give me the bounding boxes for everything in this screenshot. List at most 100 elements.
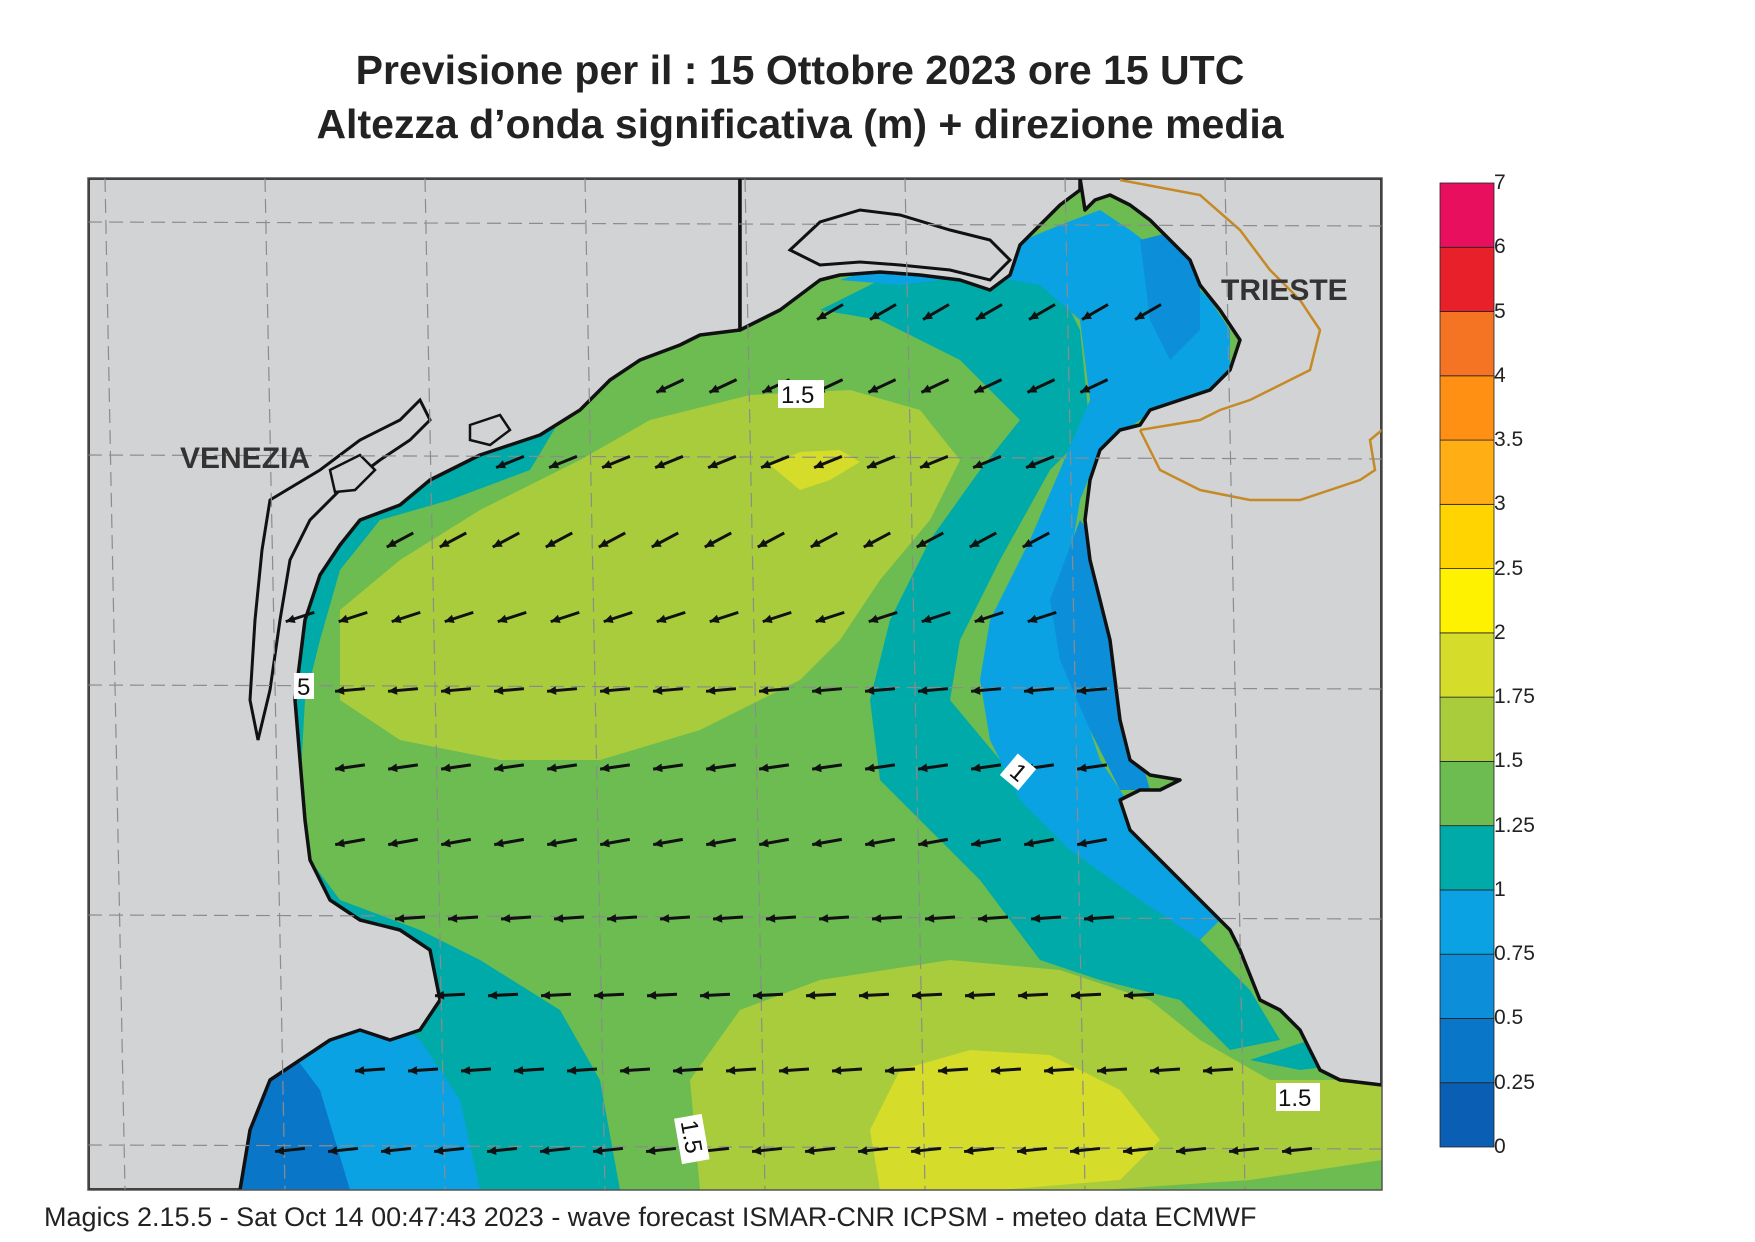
wave-arrow (973, 378, 1003, 394)
wave-arrow (1083, 914, 1115, 923)
wave-arrow (917, 763, 949, 773)
wave-arrow (712, 914, 744, 923)
state-border-2 (1138, 429, 1382, 502)
wave-arrow (553, 914, 585, 923)
wave-arrow (818, 914, 850, 923)
land-west (88, 178, 742, 1190)
wave-arrow (810, 531, 838, 549)
wave-arrow (868, 610, 898, 624)
wave-arrow (813, 454, 843, 470)
wave-arrow (1149, 1066, 1181, 1075)
wave-arrow (493, 686, 525, 695)
svg-text:1.5: 1.5 (675, 1118, 707, 1156)
wave-arrow (977, 914, 1009, 923)
wave-arrow (864, 763, 896, 773)
wave-band-1.75-2 (770, 450, 860, 490)
wave-arrow (598, 531, 626, 549)
wave-arrow (924, 914, 956, 923)
wave-arrow (493, 837, 525, 848)
wave-arrow (1069, 1146, 1101, 1155)
wave-arrow (858, 990, 890, 1000)
wave-arrow (391, 610, 421, 624)
wave-arrow (708, 378, 738, 394)
wave-arrow (751, 1146, 783, 1155)
wave-arrow (495, 454, 525, 470)
wave-arrow (811, 837, 843, 848)
wave-arrow (659, 914, 691, 923)
wave-arrow (864, 837, 896, 848)
wave-arrow (654, 454, 684, 470)
grado-lagoon (787, 208, 1013, 282)
wave-arrow (433, 1146, 465, 1155)
wave-arrow (440, 837, 472, 848)
wave-arrow (1281, 1146, 1313, 1155)
wave-arrow (916, 531, 944, 549)
grid-meridian (744, 178, 766, 1190)
wave-band-0.5-0.75-ne (1140, 230, 1200, 360)
contour-label-5-west: 5 (294, 673, 314, 701)
colorbar-swatch (1439, 439, 1495, 505)
wave-arrow (863, 531, 891, 549)
wave-arrow (709, 610, 739, 624)
colorbar-swatch (1439, 568, 1495, 634)
wave-arrow (762, 610, 792, 624)
wave-arrow (1026, 378, 1056, 394)
wave-arrow (447, 914, 479, 923)
wave-arrow (1096, 1066, 1128, 1075)
wave-arrow (707, 454, 737, 470)
wave-arrow (867, 378, 897, 394)
wave-arrow (1202, 1066, 1234, 1075)
wave-arrow (354, 1066, 386, 1075)
grid-meridian (1224, 178, 1246, 1190)
wave-arrow (601, 454, 631, 470)
colorbar-swatch (1439, 503, 1495, 570)
colorbar-swatch (1439, 1082, 1495, 1148)
wave-arrow (725, 1066, 757, 1075)
wave-arrow (334, 763, 366, 773)
colorbar-label: 0 (1494, 1135, 1506, 1158)
wave-arrow (1023, 686, 1055, 695)
wave-arrow (546, 763, 578, 773)
colorbar-swatch (1439, 1018, 1495, 1084)
colorbar-swatch (1439, 375, 1495, 441)
colorbar-label: 1.5 (1494, 749, 1524, 773)
wave-arrow (1016, 1146, 1048, 1155)
wave-arrow (884, 1066, 916, 1075)
wave-arrow (440, 763, 472, 773)
wave-arrow (805, 990, 837, 1000)
wave-arrow (434, 990, 466, 1000)
wave-arrow (990, 1066, 1022, 1075)
wave-arrow (811, 763, 843, 773)
wave-arrow (922, 303, 950, 321)
wave-arrow (274, 1146, 306, 1155)
wave-arrow (1025, 454, 1055, 470)
wave-arrow (1028, 303, 1056, 321)
colorbar-label: 1.75 (1494, 685, 1535, 709)
grid-meridian (104, 178, 126, 1190)
wave-arrow (619, 1066, 651, 1075)
contour-label-1.5-south: 1.5 (674, 1113, 710, 1165)
wave-arrow (444, 610, 474, 624)
wave-arrow (969, 531, 997, 549)
wave-arrow (705, 837, 737, 848)
svg-text:1.5: 1.5 (781, 382, 814, 409)
wave-arrow (975, 303, 1003, 321)
wave-arrow (963, 1146, 995, 1155)
wave-arrow (652, 763, 684, 773)
wave-arrow (646, 990, 678, 1000)
wave-band-0.75-1 (840, 210, 1230, 940)
wave-arrow (816, 303, 844, 321)
wave-arrow (546, 837, 578, 848)
wave-band-1-1.25-east (820, 260, 1280, 1050)
colorbar (1439, 182, 1495, 1148)
wave-arrow (652, 686, 684, 695)
wave-arrow (550, 610, 580, 624)
grid-meridian (264, 178, 286, 1190)
wave-arrow (705, 686, 737, 695)
title-line-2: Altezza d’onda significativa (m) + direz… (316, 101, 1284, 147)
wave-arrow (592, 1146, 624, 1155)
wave-arrow (546, 686, 578, 695)
wave-arrow (603, 610, 633, 624)
wave-arrow (866, 454, 896, 470)
